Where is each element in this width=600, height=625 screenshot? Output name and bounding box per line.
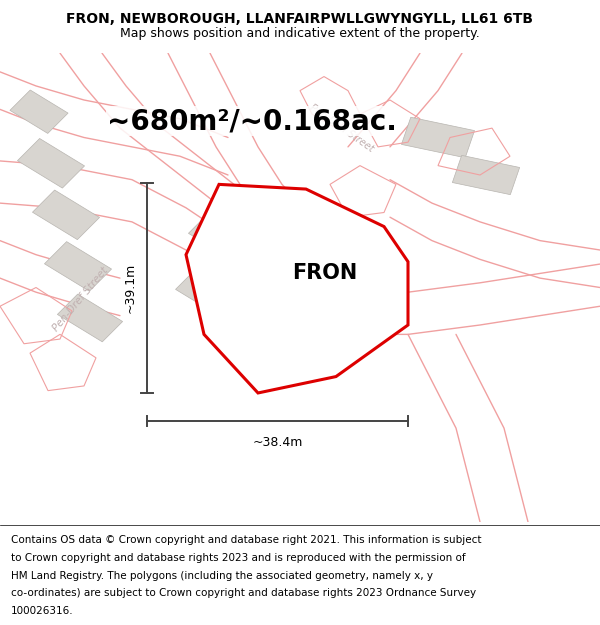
Polygon shape — [186, 184, 408, 393]
Polygon shape — [188, 211, 256, 261]
Text: Pen-Dref Street: Pen-Dref Street — [308, 102, 376, 154]
Text: ~680m²/~0.168ac.: ~680m²/~0.168ac. — [107, 107, 397, 135]
Polygon shape — [32, 190, 100, 239]
Text: FRON: FRON — [292, 264, 358, 284]
Polygon shape — [401, 118, 475, 158]
Text: FRON, NEWBOROUGH, LLANFAIRPWLLGWYNGYLL, LL61 6TB: FRON, NEWBOROUGH, LLANFAIRPWLLGWYNGYLL, … — [67, 12, 533, 26]
Polygon shape — [176, 269, 238, 316]
Text: to Crown copyright and database rights 2023 and is reproduced with the permissio: to Crown copyright and database rights 2… — [11, 553, 466, 563]
Text: Map shows position and indicative extent of the property.: Map shows position and indicative extent… — [120, 27, 480, 40]
Text: co-ordinates) are subject to Crown copyright and database rights 2023 Ordnance S: co-ordinates) are subject to Crown copyr… — [11, 589, 476, 599]
Text: Pen-Dref Street: Pen-Dref Street — [52, 265, 110, 333]
Text: ~39.1m: ~39.1m — [124, 263, 137, 313]
Text: HM Land Registry. The polygons (including the associated geometry, namely x, y: HM Land Registry. The polygons (includin… — [11, 571, 433, 581]
Polygon shape — [58, 294, 122, 342]
Polygon shape — [44, 242, 112, 291]
Polygon shape — [452, 156, 520, 194]
Text: 100026316.: 100026316. — [11, 606, 73, 616]
Polygon shape — [17, 139, 85, 188]
Text: Contains OS data © Crown copyright and database right 2021. This information is : Contains OS data © Crown copyright and d… — [11, 535, 481, 545]
Polygon shape — [10, 90, 68, 133]
Text: ~38.4m: ~38.4m — [253, 436, 302, 449]
